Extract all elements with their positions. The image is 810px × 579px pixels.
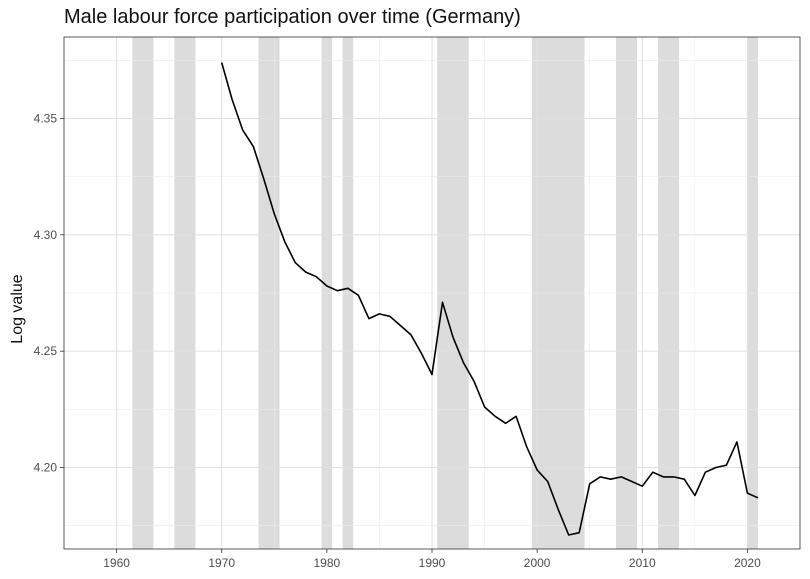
chart-title: Male labour force participation over tim… bbox=[64, 6, 521, 28]
x-tick-label: 1960 bbox=[103, 556, 130, 570]
axis-ticks: 1960 1970 1980 1990 2000 2010 2020 4.20 4.25 4.30… bbox=[34, 111, 761, 570]
x-tick-label: 1990 bbox=[419, 556, 446, 570]
series-line bbox=[220, 62, 759, 536]
y-tick-label: 4.20 bbox=[34, 461, 58, 475]
x-tick-label: 2020 bbox=[734, 556, 761, 570]
series-line-layer bbox=[220, 62, 759, 536]
x-tick-label: 1970 bbox=[208, 556, 235, 570]
x-tick-label: 2000 bbox=[524, 556, 551, 570]
x-tick-label: 2010 bbox=[629, 556, 656, 570]
grid-lines bbox=[64, 37, 800, 549]
y-tick-label: 4.35 bbox=[34, 111, 58, 125]
y-tick-label: 4.30 bbox=[34, 228, 58, 242]
y-tick-label: 4.25 bbox=[34, 344, 58, 358]
x-tick-label: 1980 bbox=[314, 556, 341, 570]
